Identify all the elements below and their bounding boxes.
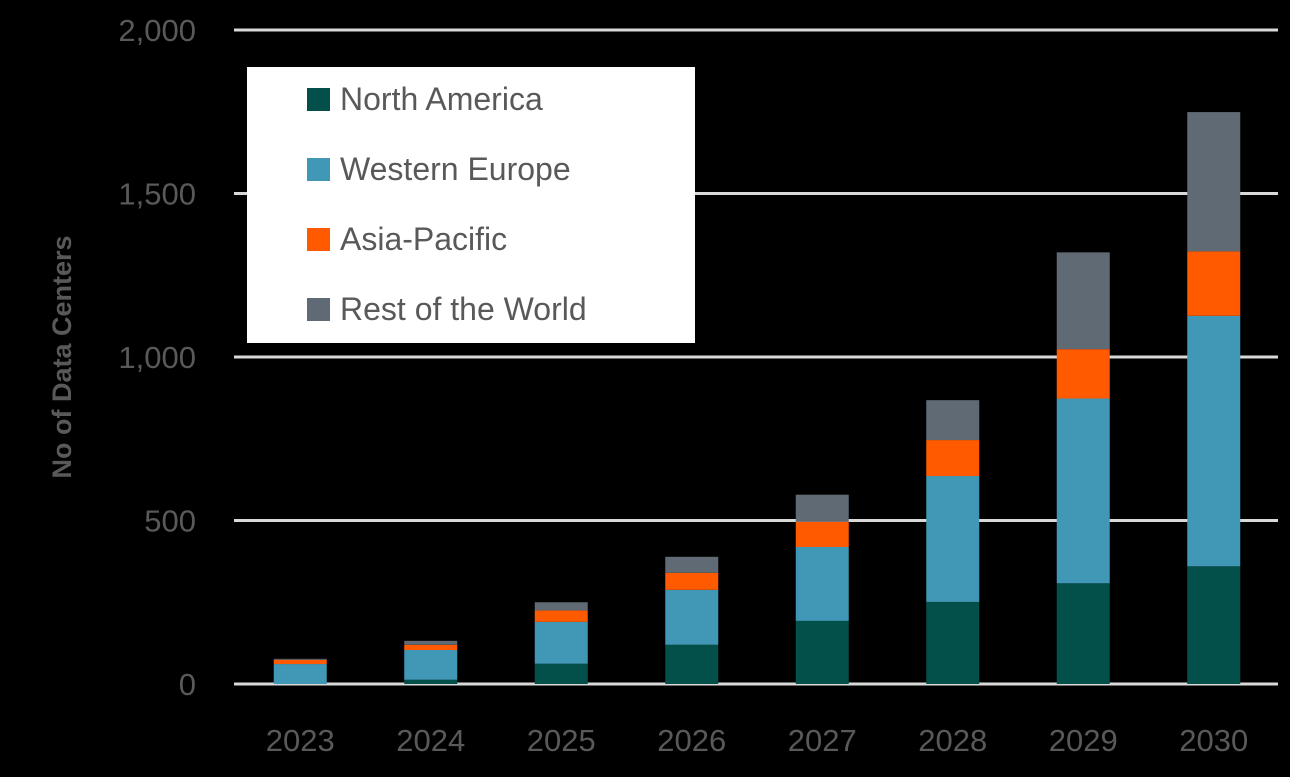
- legend-label: Rest of the World: [340, 291, 587, 327]
- y-axis-label: No of Data Centers: [47, 235, 77, 478]
- legend-item-rest-of-world: Rest of the World: [307, 291, 587, 328]
- x-tick-label: 2024: [396, 723, 465, 758]
- legend-item-asia-pacific: Asia-Pacific: [307, 221, 507, 258]
- bar-segment: [1187, 251, 1241, 316]
- bars: [273, 112, 1241, 684]
- y-tick-label: 1,500: [118, 177, 196, 212]
- bar-segment: [534, 610, 588, 622]
- bar-segment: [1056, 252, 1110, 350]
- bar-segment: [404, 644, 458, 650]
- bar-segment: [404, 679, 458, 684]
- bar-segment: [1187, 315, 1241, 567]
- legend-swatch-north-america: [307, 88, 330, 111]
- bar-segment: [795, 620, 849, 684]
- bar-segment: [665, 644, 719, 684]
- bar-segment: [273, 664, 327, 684]
- bar-segment: [926, 601, 980, 684]
- x-axis-ticks: 2023 2024 2025 2026 2027 2028 2029 2030: [266, 723, 1248, 758]
- bar-segment: [1056, 583, 1110, 684]
- bar-stack-2029: [1056, 252, 1110, 684]
- x-tick-label: 2027: [788, 723, 857, 758]
- bar-segment: [534, 602, 588, 611]
- bar-segment: [926, 400, 980, 441]
- bar-stack-2024: [404, 640, 458, 684]
- bar-stack-2025: [534, 602, 588, 684]
- bar-stack-2028: [926, 400, 980, 684]
- bar-segment: [273, 659, 327, 665]
- bar-segment: [795, 494, 849, 522]
- y-tick-label: 2,000: [118, 13, 196, 48]
- bar-segment: [1056, 398, 1110, 584]
- bar-segment: [404, 640, 458, 645]
- legend: North America Western Europe Asia-Pacifi…: [247, 67, 695, 343]
- y-tick-label: 1,000: [118, 340, 196, 375]
- y-tick-label: 0: [179, 667, 196, 702]
- bar-segment: [534, 621, 588, 664]
- bar-stack-2030: [1187, 112, 1241, 684]
- bar-stack-2026: [665, 556, 719, 684]
- legend-item-western-europe: Western Europe: [307, 151, 571, 188]
- bar-segment: [1187, 112, 1241, 252]
- bar-stack-2023: [273, 658, 327, 684]
- legend-item-north-america: North America: [307, 81, 543, 118]
- bar-segment: [665, 556, 719, 573]
- bar-segment: [795, 521, 849, 547]
- x-tick-label: 2026: [657, 723, 726, 758]
- x-tick-label: 2029: [1049, 723, 1118, 758]
- y-tick-label: 500: [144, 504, 196, 539]
- legend-swatch-asia-pacific: [307, 228, 330, 251]
- legend-swatch-western-europe: [307, 158, 330, 181]
- x-tick-label: 2028: [918, 723, 987, 758]
- bar-segment: [1056, 349, 1110, 399]
- bar-segment: [926, 440, 980, 477]
- bar-segment: [534, 663, 588, 684]
- bar-segment: [404, 649, 458, 680]
- legend-label: Asia-Pacific: [340, 221, 508, 257]
- bar-segment: [795, 546, 849, 621]
- bar-segment: [273, 658, 327, 660]
- legend-swatch-rest-of-world: [307, 298, 330, 321]
- bar-segment: [665, 589, 719, 645]
- legend-label: Western Europe: [340, 151, 571, 187]
- x-tick-label: 2025: [527, 723, 596, 758]
- legend-label: North America: [340, 81, 543, 117]
- bar-segment: [1187, 566, 1241, 684]
- bar-stack-2027: [795, 494, 849, 684]
- bar-segment: [926, 476, 980, 602]
- bar-segment: [665, 572, 719, 590]
- x-tick-label: 2030: [1179, 723, 1248, 758]
- x-tick-label: 2023: [266, 723, 335, 758]
- y-axis-ticks: 0 500 1,000 1,500 2,000: [118, 13, 196, 702]
